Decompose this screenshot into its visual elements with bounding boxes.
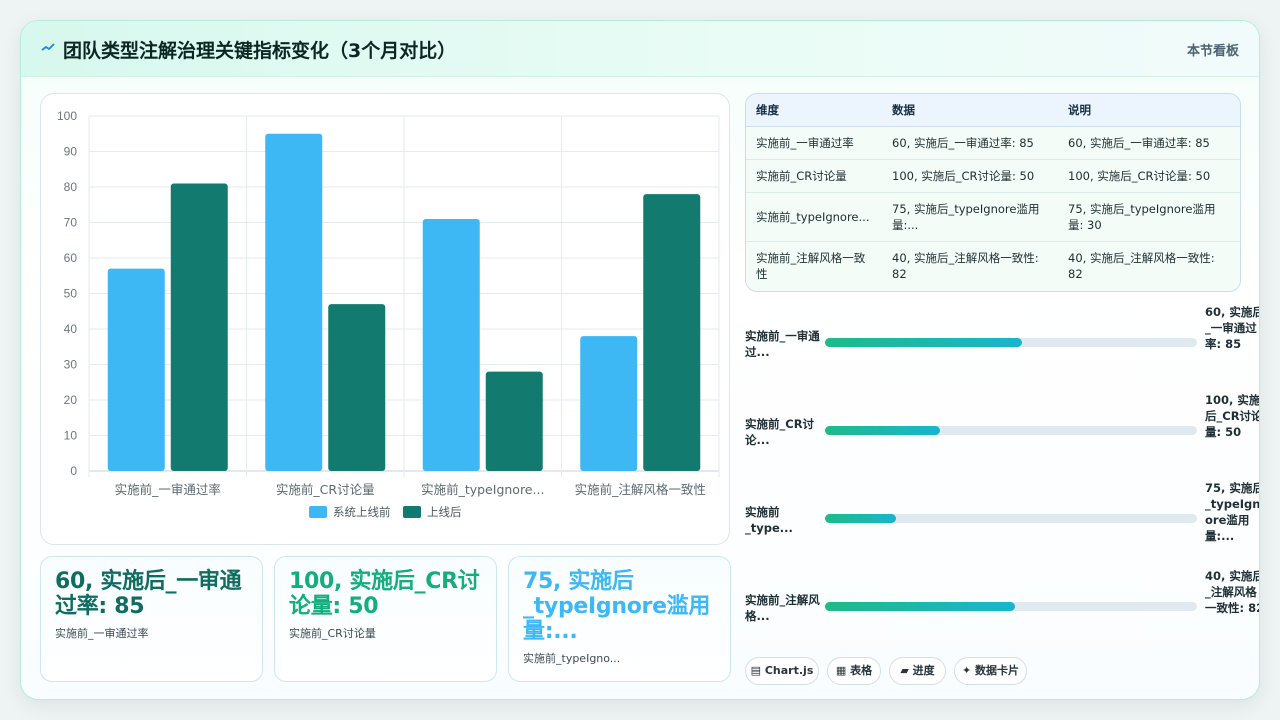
legend-label: 上线后 (427, 505, 462, 519)
table-cell: 60, 实施后_一审通过率: 85 (1058, 126, 1240, 160)
progress-icon: ▰ (900, 664, 909, 677)
progress-fill (825, 338, 1023, 347)
sparkle-icon: ✦ (961, 664, 972, 677)
x-tick-label: 实施前_注解风格一致性 (575, 482, 706, 497)
progress-label: 实施前_一审通过... (745, 329, 820, 359)
table-cell: 实施前_CR讨论量 (746, 159, 882, 193)
y-tick-label: 50 (64, 287, 78, 301)
table-row: 实施前_CR讨论量 100, 实施后_CR讨论量: 50 100, 实施后_CR… (746, 159, 1240, 193)
legend-swatch (309, 506, 327, 518)
progress-label: 实施前_注解风格... (745, 593, 820, 623)
bar-chart-panel: 0 10 20 30 40 50 60 70 80 90 100 实施前_一审通过率 实施前_CR讨论量… (40, 93, 730, 545)
y-tick-label: 60 (64, 251, 78, 265)
table-cell: 75, 实施后_typeIgnore滥用量:... (882, 192, 1058, 242)
progress-label: 实施前_CR讨论... (745, 417, 815, 447)
pill-table[interactable]: ▦ 表格 (827, 657, 881, 685)
progress-row: 实施前_type... 75, 实施后_typeIgnore滥用量:... (745, 481, 1260, 570)
kpi-card-caption: 实施前_CR讨论量 (289, 627, 376, 640)
pill-label: 数据卡片 (975, 664, 1020, 677)
table-cell: 实施前_注解风格一致性 (746, 241, 882, 291)
dashboard-frame: 团队类型注解治理关键指标变化（3个月对比） 本节看板 0 10 20 30 40 50 60… (20, 20, 1260, 700)
progress-track (825, 426, 1197, 435)
section-board-link[interactable]: 本节看板 (1186, 44, 1239, 59)
kpi-card-value: 100, 实施后_CR讨论量: 50 (289, 569, 480, 619)
x-tick-label: 实施前_CR讨论量 (276, 482, 375, 497)
kpi-card: 75, 实施后_typeIgnore滥用量:... 实施前_typeIgno..… (508, 556, 731, 682)
table-cell: 100, 实施后_CR讨论量: 50 (1058, 159, 1240, 193)
progress-track (825, 602, 1197, 611)
progress-row: 实施前_注解风格... 40, 实施后_注解风格一致性: 82 (745, 569, 1260, 658)
bar (107, 268, 165, 471)
progress-value: 40, 实施后_注解风格一致性: 82 (1205, 569, 1260, 615)
progress-fill (825, 514, 896, 523)
bar (328, 304, 386, 471)
header: 团队类型注解治理关键指标变化（3个月对比） 本节看板 (21, 21, 1259, 77)
progress-track (825, 514, 1197, 523)
bar-chart: 0 10 20 30 40 50 60 70 80 90 100 实施前_一审通过率 实施前_CR讨论量… (57, 109, 720, 519)
y-tick-label: 10 (64, 429, 78, 443)
pulse-icon (41, 43, 55, 51)
table-header-row: 维度 数据 说明 (746, 94, 1240, 127)
data-table-panel: 维度 数据 说明 实施前_一审通过率 60, 实施后_一审通过率: 85 60,… (745, 93, 1241, 292)
chart-icon: ▤ (750, 664, 762, 677)
progress-row: 实施前_CR讨论... 100, 实施后_CR讨论量: 50 (745, 393, 1260, 482)
table-cell: 实施前_一审通过率 (746, 126, 882, 160)
x-tick-label: 实施前_一审通过率 (115, 482, 221, 497)
progress-label: 实施前_type... (745, 505, 793, 535)
y-tick-label: 80 (64, 180, 78, 194)
kpi-card-caption: 实施前_一审通过率 (55, 627, 149, 640)
progress-track (825, 338, 1197, 347)
legend-label: 系统上线前 (333, 505, 391, 519)
y-tick-label: 70 (64, 216, 78, 230)
table-cell: 60, 实施后_一审通过率: 85 (882, 126, 1058, 160)
progress-row: 实施前_一审通过... 60, 实施后_一审通过率: 85 (745, 305, 1260, 394)
pill-label: 进度 (912, 664, 935, 677)
table-cell: 75, 实施后_typeIgnore滥用量: 30 (1058, 192, 1240, 242)
progress-fill (825, 426, 941, 435)
kpi-card-caption: 实施前_typeIgno... (523, 652, 621, 665)
table-row: 实施前_typeIgnore... 75, 实施后_typeIgnore滥用量:… (746, 192, 1240, 242)
bar (422, 218, 480, 471)
kpi-card: 60, 实施后_一审通过率: 85 实施前_一审通过率 (40, 556, 263, 682)
kpi-card: 100, 实施后_CR讨论量: 50 实施前_CR讨论量 (274, 556, 497, 682)
progress-list: 实施前_一审通过... 60, 实施后_一审通过率: 85 实施前_CR讨论..… (745, 305, 1260, 658)
x-tick-label: 实施前_typeIgnore... (421, 482, 544, 497)
pill-data-cards[interactable]: ✦ 数据卡片 (954, 657, 1027, 685)
page-title: 团队类型注解治理关键指标变化（3个月对比） (63, 40, 457, 62)
legend-swatch (403, 506, 421, 518)
table-cell: 40, 实施后_注解风格一致性: 82 (882, 241, 1058, 291)
bar (170, 183, 228, 471)
table-row: 实施前_注解风格一致性 40, 实施后_注解风格一致性: 82 40, 实施后_… (746, 241, 1240, 291)
table-header-note: 说明 (1058, 94, 1240, 127)
progress-value: 60, 实施后_一审通过率: 85 (1205, 305, 1260, 351)
table-header-dimension: 维度 (746, 94, 882, 127)
y-tick-label: 0 (70, 464, 77, 478)
pill-progress[interactable]: ▰ 进度 (889, 657, 946, 685)
y-tick-label: 30 (64, 358, 78, 372)
progress-value: 100, 实施后_CR讨论量: 50 (1205, 393, 1260, 439)
table-header-data: 数据 (882, 94, 1058, 127)
pill-label: 表格 (850, 664, 873, 677)
table-row: 实施前_一审通过率 60, 实施后_一审通过率: 85 60, 实施后_一审通过… (746, 126, 1240, 160)
kpi-card-value: 60, 实施后_一审通过率: 85 (55, 569, 242, 619)
y-tick-label: 40 (64, 322, 78, 336)
table-cell: 实施前_typeIgnore... (746, 192, 882, 242)
table-icon: ▦ (835, 664, 847, 677)
pill-chartjs[interactable]: ▤ Chart.js (745, 657, 819, 685)
bar (485, 371, 543, 471)
bar (265, 133, 323, 471)
y-tick-label: 90 (64, 145, 78, 159)
pill-label: Chart.js (764, 664, 814, 677)
y-tick-label: 100 (57, 109, 77, 123)
kpi-card-value: 75, 实施后_typeIgnore滥用量:... (523, 569, 711, 644)
progress-value: 75, 实施后_typeIgnore滥用量:... (1205, 481, 1260, 543)
y-tick-label: 20 (64, 393, 78, 407)
table-cell: 100, 实施后_CR讨论量: 50 (882, 159, 1058, 193)
table-cell: 40, 实施后_注解风格一致性: 82 (1058, 241, 1240, 291)
bar (643, 194, 701, 471)
bar (580, 336, 638, 471)
progress-fill (825, 602, 1015, 611)
data-table: 维度 数据 说明 实施前_一审通过率 60, 实施后_一审通过率: 85 60,… (746, 94, 1240, 291)
